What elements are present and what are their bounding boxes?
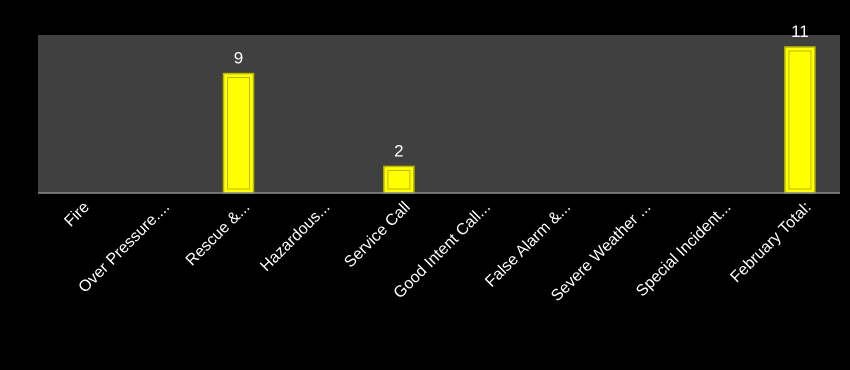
bar-bevel (227, 77, 250, 190)
x-tick-label: False Alarm &... (482, 199, 574, 291)
bar (222, 72, 255, 194)
bar (784, 46, 816, 194)
plot-area (38, 35, 840, 193)
bar-body (784, 46, 816, 194)
data-label: 9 (234, 49, 243, 68)
bar-body (222, 72, 255, 194)
data-labels-layer: 9 2 11 (234, 22, 809, 160)
bar-bevel (788, 50, 812, 190)
x-tick-label: February Total: (727, 199, 814, 286)
bar-bevel (387, 169, 411, 190)
x-tick-label: Service Call (341, 199, 413, 271)
x-tick-label: Fire (61, 199, 93, 231)
data-label: 11 (791, 22, 809, 41)
bars-layer (222, 46, 816, 194)
x-tick-label: Rescue &... (183, 199, 254, 270)
x-tick-label: Hazardous... (257, 199, 333, 275)
bar (383, 165, 415, 194)
data-label: 2 (394, 141, 403, 160)
